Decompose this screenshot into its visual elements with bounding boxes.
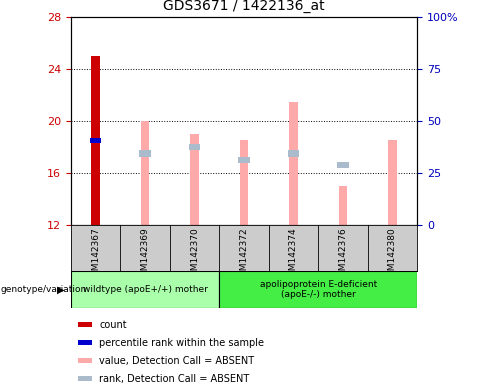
Text: apolipoprotein E-deficient
(apoE-/-) mother: apolipoprotein E-deficient (apoE-/-) mot… bbox=[260, 280, 377, 299]
Bar bbox=[78, 358, 92, 363]
Bar bbox=[189, 144, 200, 150]
Text: GSM142372: GSM142372 bbox=[240, 227, 248, 281]
Text: rank, Detection Call = ABSENT: rank, Detection Call = ABSENT bbox=[99, 374, 249, 384]
Bar bbox=[337, 162, 349, 168]
Bar bbox=[289, 101, 298, 225]
Bar bbox=[141, 121, 149, 225]
Bar bbox=[139, 150, 151, 157]
Text: percentile rank within the sample: percentile rank within the sample bbox=[99, 338, 264, 348]
Title: GDS3671 / 1422136_at: GDS3671 / 1422136_at bbox=[163, 0, 325, 13]
Bar bbox=[78, 340, 92, 345]
Bar bbox=[388, 141, 397, 225]
Text: count: count bbox=[99, 320, 127, 330]
Bar bbox=[238, 157, 250, 163]
Text: GSM142370: GSM142370 bbox=[190, 227, 199, 282]
Bar bbox=[78, 322, 92, 327]
Bar bbox=[91, 56, 100, 225]
Text: value, Detection Call = ABSENT: value, Detection Call = ABSENT bbox=[99, 356, 254, 366]
Bar bbox=[240, 141, 248, 225]
Text: wildtype (apoE+/+) mother: wildtype (apoE+/+) mother bbox=[82, 285, 207, 294]
Bar bbox=[288, 150, 299, 157]
Bar bbox=[190, 134, 199, 225]
Text: genotype/variation: genotype/variation bbox=[1, 285, 87, 294]
Bar bbox=[90, 138, 102, 143]
Text: GSM142367: GSM142367 bbox=[91, 227, 100, 282]
Bar bbox=[339, 186, 347, 225]
Text: GSM142376: GSM142376 bbox=[339, 227, 347, 282]
Bar bbox=[71, 271, 219, 308]
Text: GSM142380: GSM142380 bbox=[388, 227, 397, 282]
Text: ▶: ▶ bbox=[57, 284, 65, 295]
Bar bbox=[219, 271, 417, 308]
Text: GSM142369: GSM142369 bbox=[141, 227, 149, 282]
Text: GSM142374: GSM142374 bbox=[289, 227, 298, 281]
Bar bbox=[78, 376, 92, 381]
